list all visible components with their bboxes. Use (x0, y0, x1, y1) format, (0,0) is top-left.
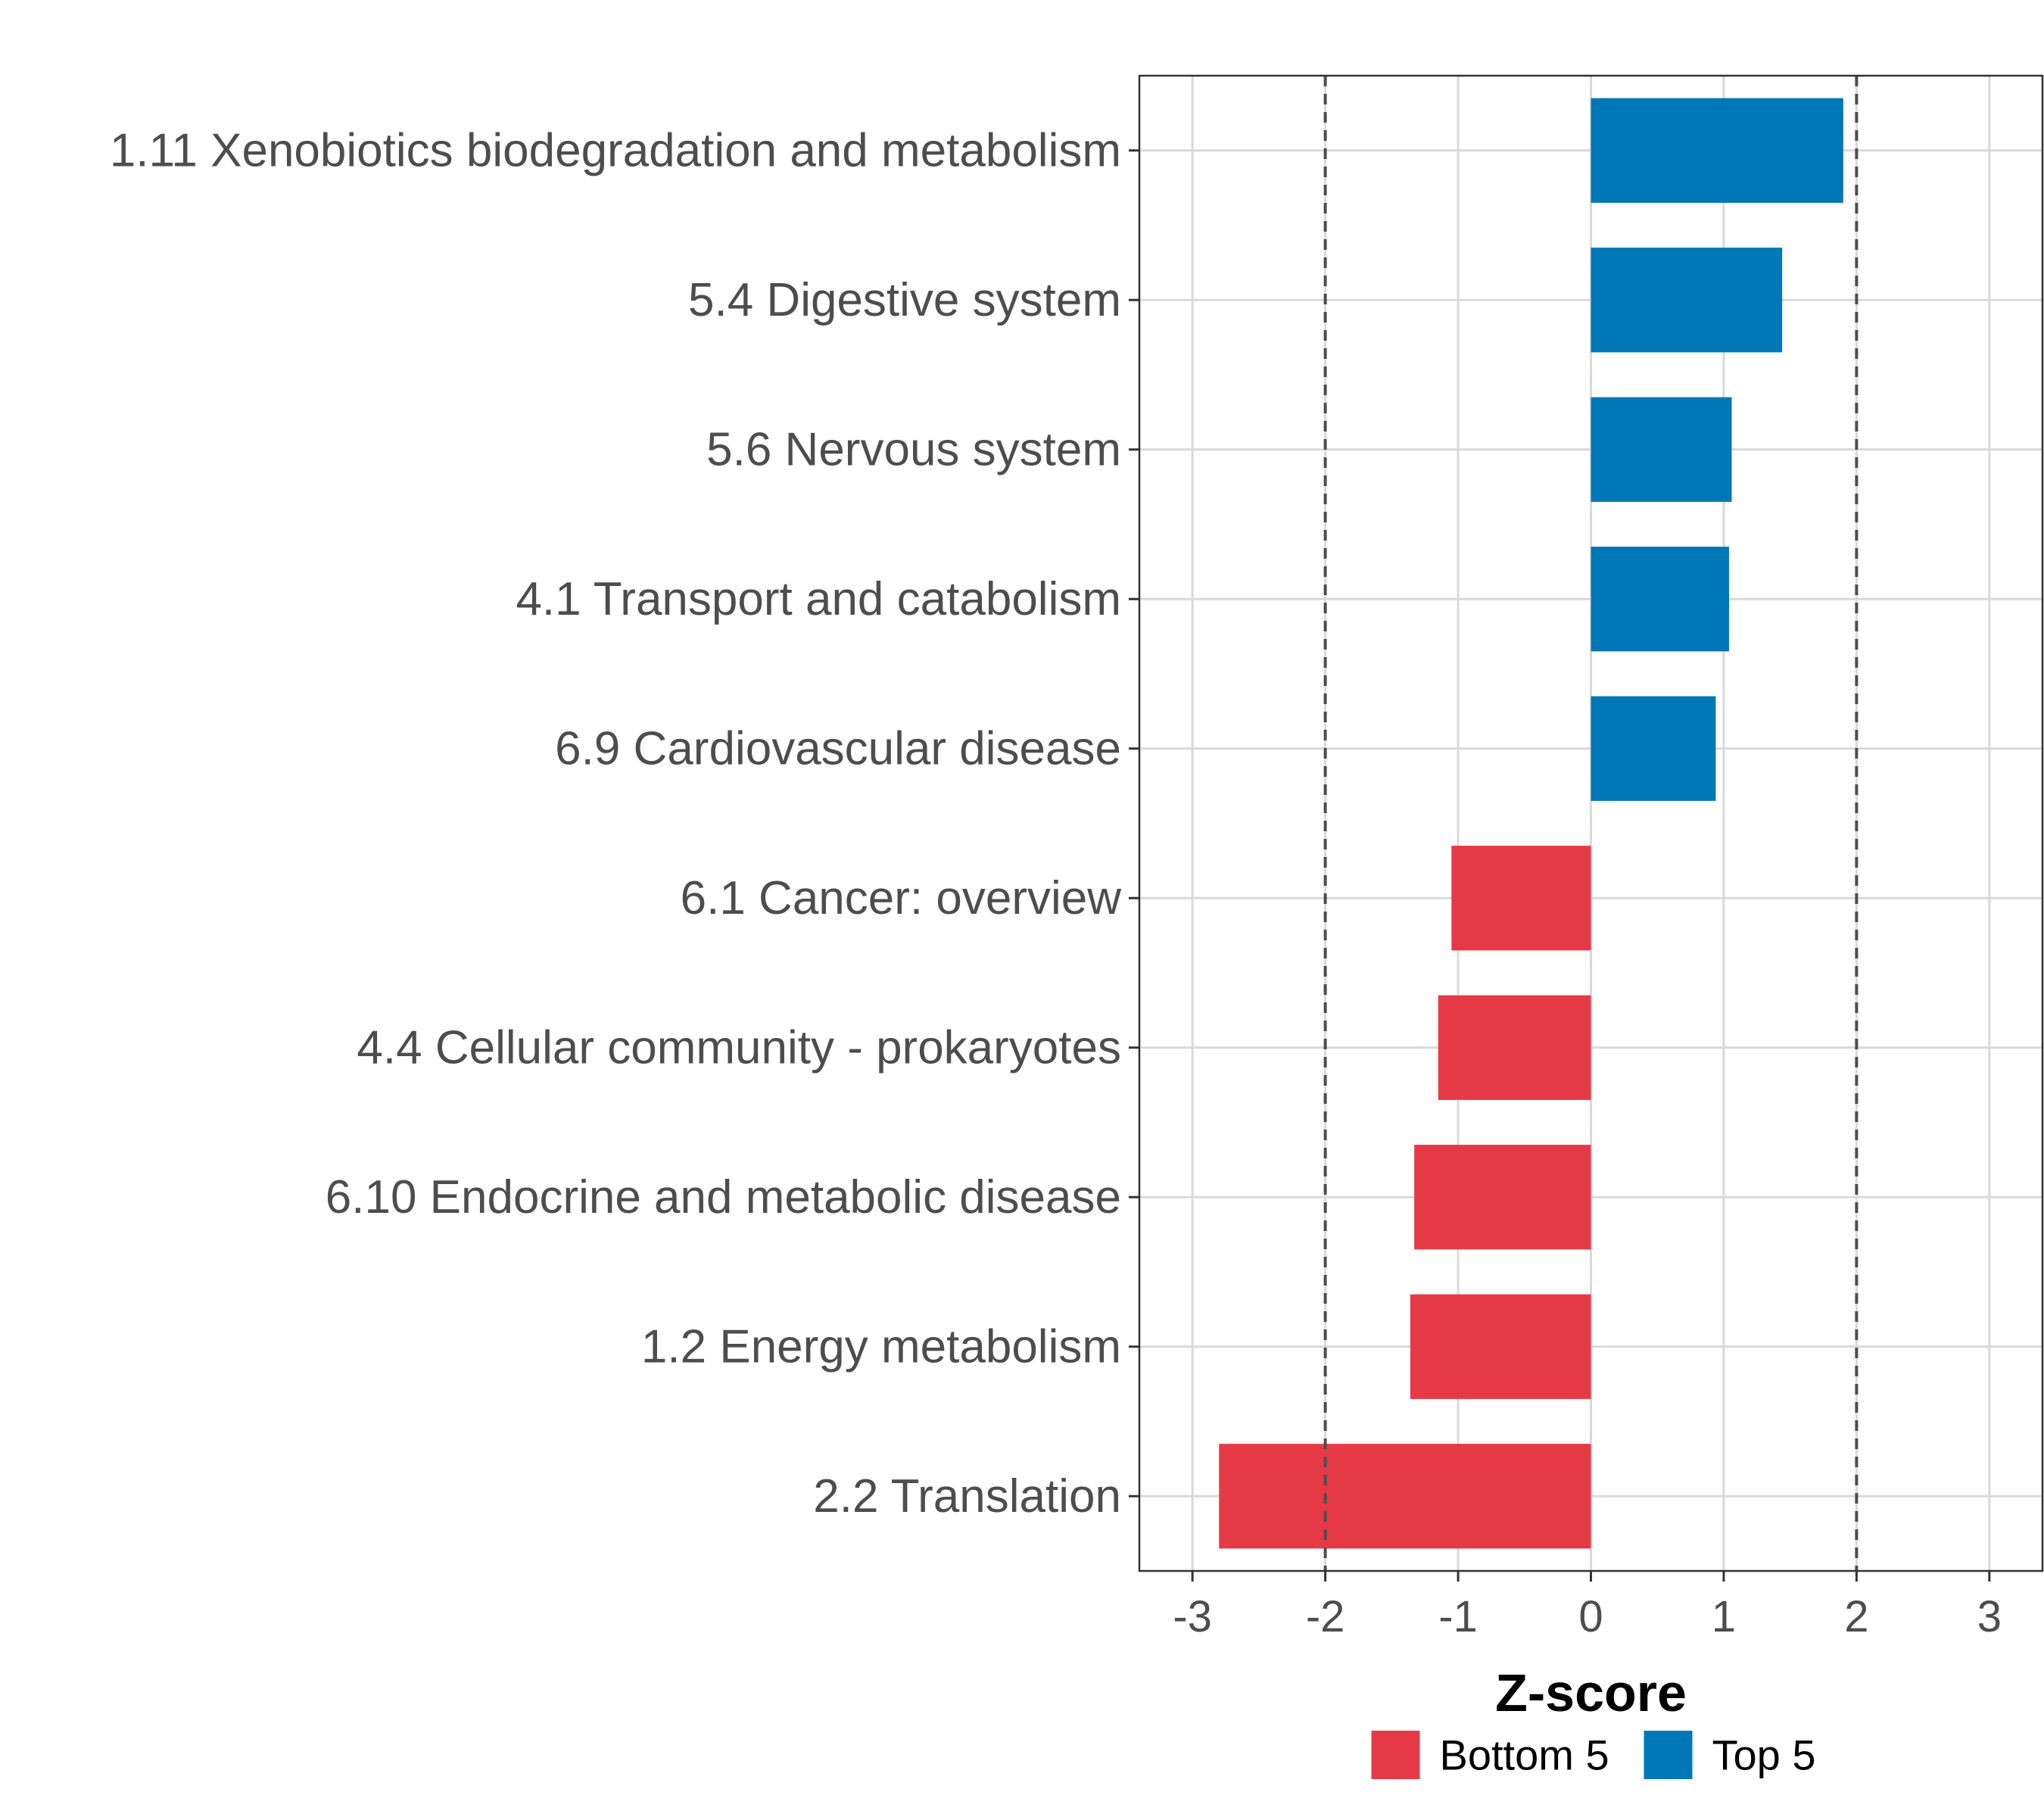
category-label: 4.1 Transport and catabolism (516, 573, 1121, 625)
bar-top5 (1591, 248, 1783, 353)
x-tick-label: -1 (1438, 1592, 1478, 1641)
category-label: 4.4 Cellular community - prokaryotes (357, 1021, 1121, 1074)
bar-bottom5 (1451, 846, 1591, 951)
legend-swatch (1644, 1731, 1693, 1779)
bar-top5 (1591, 696, 1716, 801)
category-label: 5.4 Digestive system (688, 274, 1121, 326)
category-label: 1.2 Energy metabolism (641, 1320, 1121, 1373)
bar-bottom5 (1414, 1145, 1591, 1250)
x-tick-label: 3 (1977, 1592, 2002, 1641)
category-label: 6.9 Cardiovascular disease (555, 722, 1121, 774)
category-label: 6.1 Cancer: overview (681, 872, 1122, 924)
axis-ticks (1129, 149, 1991, 1582)
bar-top5 (1591, 547, 1729, 652)
bars-layer (1219, 98, 1843, 1549)
category-label: 5.6 Nervous system (706, 423, 1121, 475)
category-label: 1.11 Xenobiotics biodegradation and meta… (110, 124, 1121, 176)
x-axis-title: Z-score (1495, 1663, 1687, 1722)
legend-label: Top 5 (1712, 1731, 1816, 1779)
bar-bottom5 (1219, 1444, 1591, 1549)
x-tick-labels: -3 -2 -1 0 1 2 3 (1173, 1592, 2002, 1641)
bar-top5 (1591, 98, 1843, 203)
x-tick-label: 2 (1844, 1592, 1868, 1641)
x-tick-label: 1 (1712, 1592, 1736, 1641)
x-tick-label: 0 (1578, 1592, 1603, 1641)
legend-label: Bottom 5 (1440, 1731, 1609, 1779)
x-tick-label: -3 (1173, 1592, 1212, 1641)
bar-top5 (1591, 397, 1732, 502)
bar-bottom5 (1438, 995, 1591, 1100)
legend-swatch (1371, 1731, 1420, 1779)
legend: Bottom 5 Top 5 (1371, 1731, 1816, 1779)
category-label: 6.10 Endocrine and metabolic disease (326, 1171, 1121, 1223)
category-labels: 1.11 Xenobiotics biodegradation and meta… (110, 124, 1121, 1522)
bar-bottom5 (1410, 1294, 1591, 1399)
category-label: 2.2 Translation (813, 1470, 1121, 1522)
reference-lines (1323, 76, 1859, 1571)
x-tick-label: -2 (1306, 1592, 1345, 1641)
